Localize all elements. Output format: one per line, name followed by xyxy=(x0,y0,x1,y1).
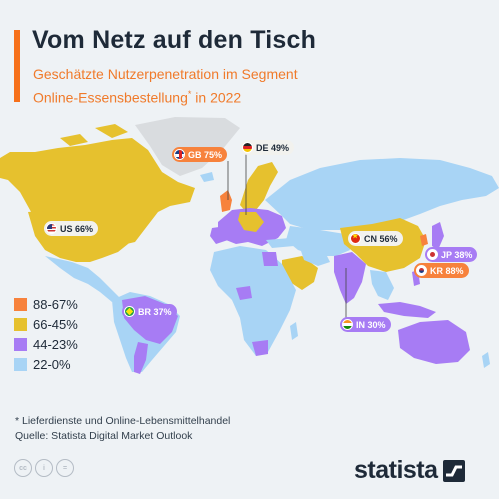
region-australia xyxy=(398,320,470,364)
label-de: DE 49% xyxy=(240,140,295,155)
label-de-text: DE 49% xyxy=(256,142,290,153)
legend-item-44-23: 44-23% xyxy=(14,334,78,354)
region-iceland xyxy=(200,172,214,182)
creative-commons-icon[interactable]: cc xyxy=(14,459,32,477)
legend-label-88-67: 88-67% xyxy=(33,296,78,312)
legend-item-22-0: 22-0% xyxy=(14,354,78,374)
region-arctic-islands xyxy=(60,124,128,146)
chart-title: Vom Netz auf den Tisch xyxy=(32,26,317,54)
uk-flag-icon xyxy=(174,149,185,160)
legend-swatch-orange xyxy=(14,297,27,311)
region-madagascar xyxy=(290,322,298,340)
footnote-text: * Lieferdienste und Online-Lebensmittelh… xyxy=(15,415,231,427)
region-russia xyxy=(265,158,499,230)
title-accent-bar xyxy=(14,30,20,102)
region-korea xyxy=(420,234,428,246)
region-indonesia xyxy=(378,302,436,318)
region-usa xyxy=(28,210,145,262)
statista-wordmark: statista xyxy=(354,456,438,484)
region-south-africa xyxy=(252,340,268,356)
no-derivatives-icon[interactable]: = xyxy=(56,459,74,477)
region-africa xyxy=(210,246,296,356)
label-us: US 66% xyxy=(44,221,99,236)
subtitle-line-1: Geschätzte Nutzerpenetration im Segment xyxy=(33,66,298,82)
label-in-text: IN 30% xyxy=(356,319,386,330)
label-gb: GB 75% xyxy=(172,147,228,162)
region-japan xyxy=(432,222,444,250)
region-mexico xyxy=(45,256,120,302)
attribution-icon[interactable]: i xyxy=(35,459,53,477)
subtitle-line-2: Online-Essensbestellung xyxy=(33,89,188,106)
legend-label-66-45: 66-45% xyxy=(33,316,78,332)
legend-label-44-23: 44-23% xyxy=(33,336,78,352)
label-jp: JP 38% xyxy=(425,247,478,262)
label-gb-text: GB 75% xyxy=(188,149,223,160)
legend-item-66-45: 66-45% xyxy=(14,314,78,334)
label-cn: CN 56% xyxy=(348,231,403,246)
legend-item-88-67: 88-67% xyxy=(14,294,78,314)
region-greenland xyxy=(135,117,240,176)
label-kr: KR 88% xyxy=(414,263,469,278)
region-nigeria xyxy=(236,286,252,300)
source-text: Quelle: Statista Digital Market Outlook xyxy=(15,430,193,442)
label-cn-text: CN 56% xyxy=(364,233,398,244)
chart-subtitle: Geschätzte Nutzerpenetration im Segment … xyxy=(33,64,453,108)
region-india xyxy=(334,252,366,304)
label-kr-text: KR 88% xyxy=(430,265,464,276)
usa-flag-icon xyxy=(46,223,57,234)
germany-flag-icon xyxy=(242,142,253,153)
region-new-zealand xyxy=(482,352,490,368)
label-us-text: US 66% xyxy=(60,223,94,234)
legend-swatch-yellow xyxy=(14,317,27,331)
label-in: IN 30% xyxy=(340,317,391,332)
label-jp-text: JP 38% xyxy=(441,249,473,260)
region-iberia xyxy=(210,226,228,244)
region-iran xyxy=(300,246,330,266)
region-turkey xyxy=(266,238,294,248)
region-egypt xyxy=(262,252,278,266)
region-argentina xyxy=(134,342,148,374)
legend-swatch-blue xyxy=(14,357,27,371)
label-br: BR 37% xyxy=(122,304,177,319)
footnote-block: * Lieferdienste und Online-Lebensmittelh… xyxy=(15,414,230,444)
legend-swatch-purple xyxy=(14,337,27,351)
statista-logo-icon xyxy=(442,459,465,482)
korea-flag-icon xyxy=(416,265,427,276)
japan-flag-icon xyxy=(427,249,438,260)
region-uk xyxy=(220,190,232,212)
license-icons: cc i = xyxy=(14,459,77,477)
subtitle-footnote-marker: * xyxy=(187,89,192,99)
india-flag-icon xyxy=(342,319,353,330)
region-southeast-asia xyxy=(370,270,394,300)
legend-label-22-0: 22-0% xyxy=(33,356,71,372)
statista-logo[interactable]: statista xyxy=(354,456,465,485)
region-central-europe xyxy=(238,212,264,232)
legend: 88-67% 66-45% 44-23% 22-0% xyxy=(14,294,78,374)
brazil-flag-icon xyxy=(124,306,135,317)
region-scandinavia xyxy=(240,162,278,212)
label-br-text: BR 37% xyxy=(138,306,172,317)
subtitle-year: in 2022 xyxy=(191,89,242,106)
china-flag-icon xyxy=(350,233,361,244)
